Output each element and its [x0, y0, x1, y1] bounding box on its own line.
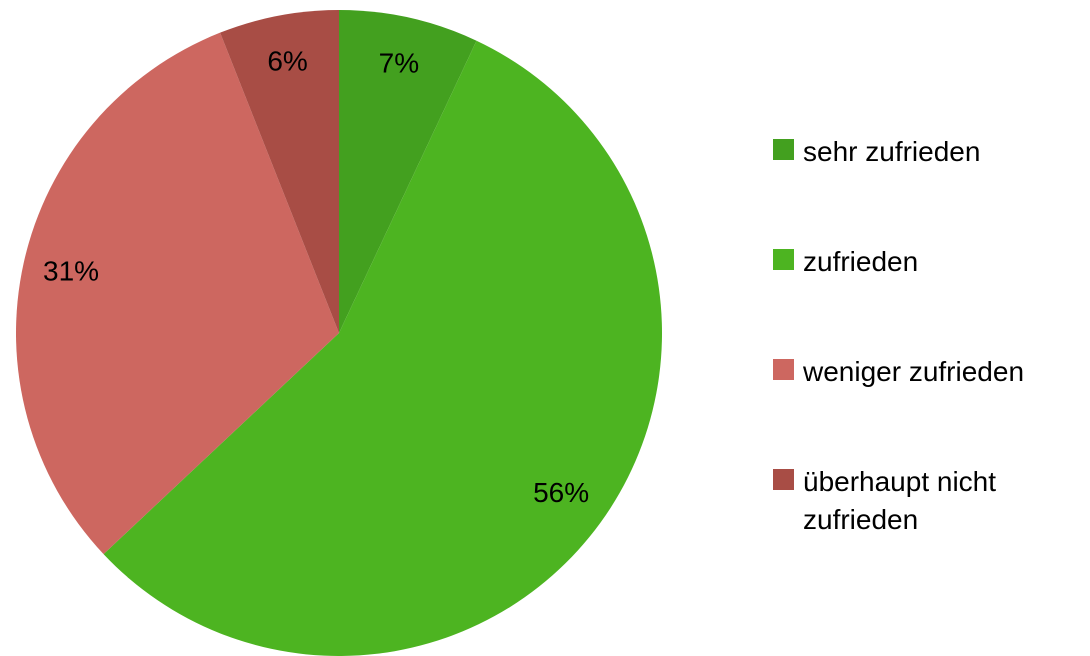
legend-swatch [773, 249, 794, 270]
legend-label: sehr zufrieden [803, 136, 981, 167]
legend-label: zufrieden [803, 246, 919, 277]
legend-item: sehr zufrieden [773, 133, 1083, 171]
chart: 7% 56% 31% 6% [15, 10, 662, 656]
data-label: 56% [533, 477, 589, 508]
data-label: 31% [43, 255, 99, 286]
legend-swatch [773, 359, 794, 380]
data-label: 6% [267, 46, 307, 77]
pie-slice [15, 32, 339, 555]
legend-item: überhaupt nicht zufrieden [773, 463, 1083, 539]
legend-item: zufrieden [773, 243, 1083, 281]
pie-slice [103, 40, 662, 656]
pie-slice [220, 10, 339, 333]
legend-item: weniger zufrieden [773, 353, 1083, 391]
legend-label: weniger zufrieden [803, 356, 1025, 387]
legend-swatch [773, 139, 794, 160]
legend-label: überhaupt nicht zufrieden [803, 466, 997, 535]
data-label: 7% [379, 47, 419, 78]
legend-swatch [773, 469, 794, 490]
pie-slice [339, 10, 477, 333]
